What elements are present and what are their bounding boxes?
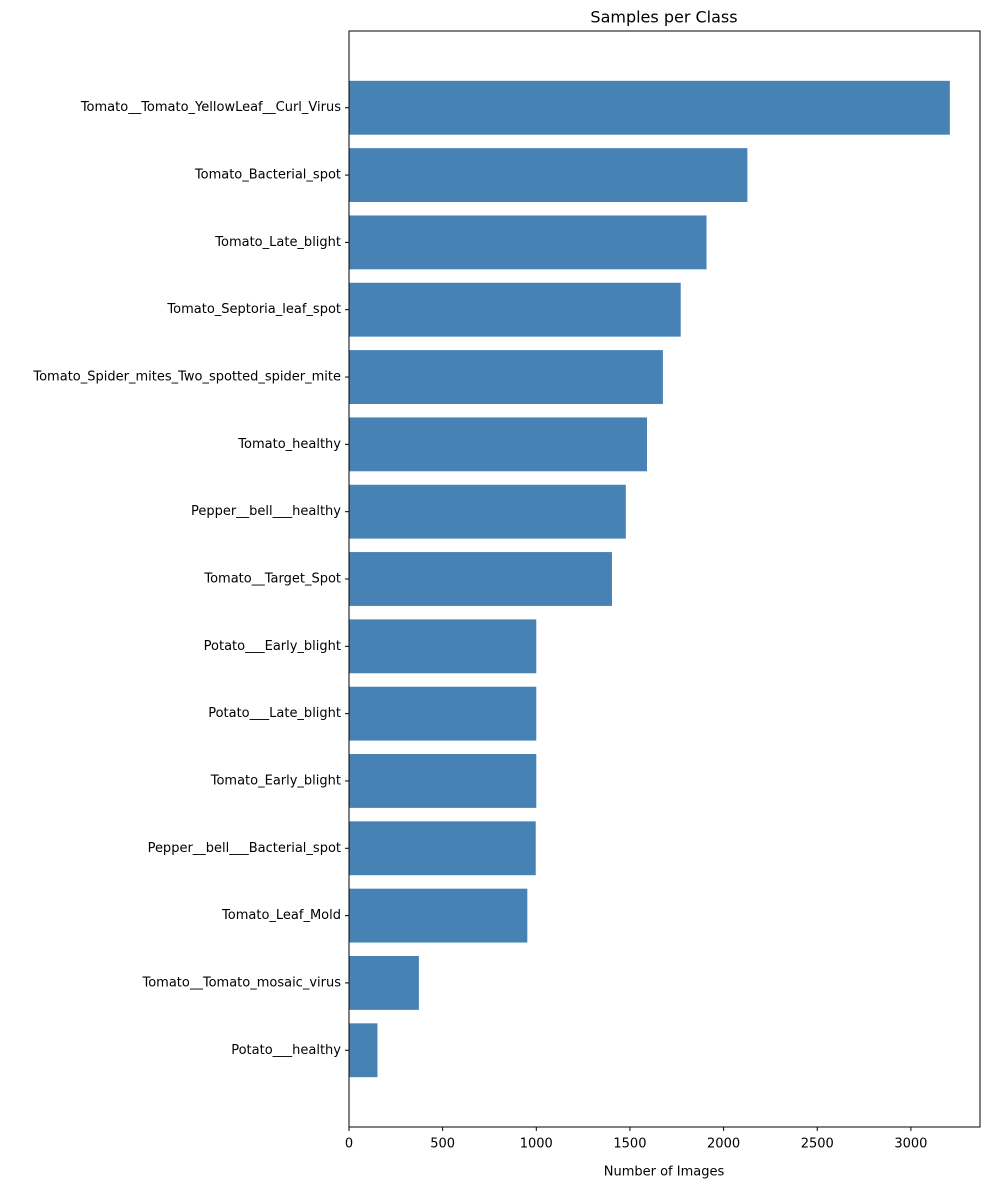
x-tick-label: 1500	[613, 1137, 646, 1152]
y-tick-label: Tomato__Tomato_mosaic_virus	[141, 975, 341, 990]
bar	[349, 484, 626, 539]
bar	[349, 148, 748, 202]
y-tick-label: Tomato_healthy	[237, 437, 341, 452]
bar	[349, 821, 536, 876]
y-tick-label: Tomato_Early_blight	[210, 773, 341, 788]
bar	[349, 552, 612, 606]
y-tick-label: Tomato_Leaf_Mold	[221, 908, 341, 923]
y-tick-label: Tomato__Target_Spot	[203, 572, 341, 587]
chart-title: Samples per Class	[590, 8, 737, 27]
y-tick-label: Tomato_Late_blight	[214, 235, 341, 250]
bar	[349, 888, 528, 943]
y-tick-label: Potato___Late_blight	[208, 706, 341, 721]
bar	[349, 686, 537, 741]
x-tick-label: 3000	[894, 1137, 927, 1152]
x-tick-label: 2500	[801, 1137, 834, 1152]
x-tick-label: 1000	[520, 1137, 553, 1152]
y-tick-label: Tomato__Tomato_YellowLeaf__Curl_Virus	[80, 100, 341, 115]
bar	[349, 282, 681, 337]
y-tick-label: Potato___Early_blight	[204, 639, 341, 654]
bar	[349, 619, 537, 674]
x-axis-label: Number of Images	[604, 1165, 725, 1180]
axes-frame	[348, 30, 981, 1128]
bar	[349, 956, 419, 1010]
y-tick-label: Pepper__bell___Bacterial_spot	[148, 841, 341, 856]
bar	[349, 754, 537, 808]
bar	[349, 80, 950, 135]
bar	[349, 350, 663, 404]
y-tick-label: Potato___healthy	[231, 1043, 341, 1058]
y-tick-label: Tomato_Spider_mites_Two_spotted_spider_m…	[32, 370, 341, 385]
y-tick-label: Pepper__bell___healthy	[191, 504, 341, 519]
y-tick-label: Tomato_Bacterial_spot	[194, 168, 341, 183]
bar	[349, 215, 707, 270]
x-tick-label: 0	[345, 1137, 353, 1152]
y-tick-label: Tomato_Septoria_leaf_spot	[166, 302, 341, 317]
bar	[349, 1023, 378, 1078]
x-tick-label: 500	[430, 1137, 455, 1152]
bar	[349, 417, 647, 472]
x-tick-label: 2000	[707, 1137, 740, 1152]
